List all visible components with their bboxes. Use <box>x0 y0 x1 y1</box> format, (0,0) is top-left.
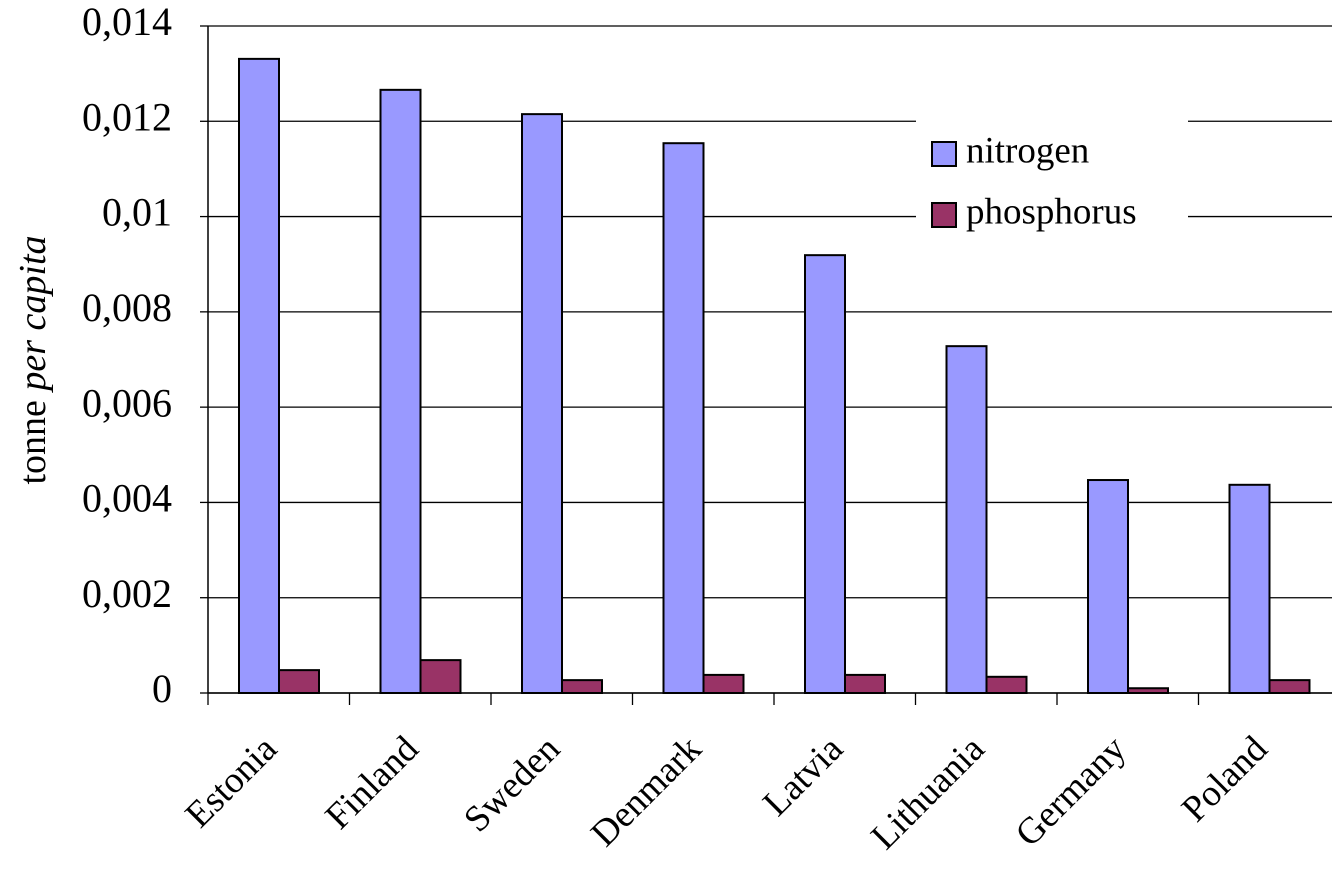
x-tick-label: Finland <box>318 728 427 837</box>
legend-label: nitrogen <box>966 130 1089 171</box>
y-axis-title: tonne per capita <box>12 235 54 484</box>
bar <box>702 673 745 694</box>
bar <box>945 345 988 694</box>
y-tick-label: 0 <box>152 666 172 711</box>
bar <box>238 57 280 694</box>
bar <box>278 669 320 694</box>
x-tick-label: Germany <box>1008 728 1135 855</box>
bar <box>561 679 603 694</box>
y-tick-label: 0,002 <box>82 571 172 616</box>
bar <box>379 88 422 694</box>
legend-swatch <box>931 141 957 167</box>
bar <box>521 113 563 694</box>
legend-box <box>916 118 1188 236</box>
bar <box>662 142 705 695</box>
bar <box>1228 483 1271 694</box>
x-tick-label: Poland <box>1174 728 1276 830</box>
bar <box>804 254 846 694</box>
y-tick-label: 0,01 <box>102 190 172 235</box>
x-tick-label: Estonia <box>178 728 285 835</box>
y-tick-label: 0,014 <box>82 0 172 44</box>
x-tick-label: Lithuania <box>863 728 992 857</box>
bar <box>419 659 462 694</box>
y-tick-label: 0,006 <box>82 380 172 425</box>
x-tick-label: Denmark <box>583 728 710 855</box>
bar <box>1268 679 1311 694</box>
y-tick-label: 0,012 <box>82 94 172 139</box>
legend-label: phosphorus <box>966 191 1137 232</box>
y-tick-label: 0,008 <box>82 285 172 330</box>
x-tick-label: Latvia <box>755 728 851 824</box>
bar <box>844 673 886 694</box>
y-tick-label: 0,004 <box>82 476 172 521</box>
x-tick-label: Sweden <box>456 728 568 840</box>
legend-swatch <box>931 202 957 228</box>
bar <box>985 675 1028 695</box>
bar <box>1087 479 1129 695</box>
